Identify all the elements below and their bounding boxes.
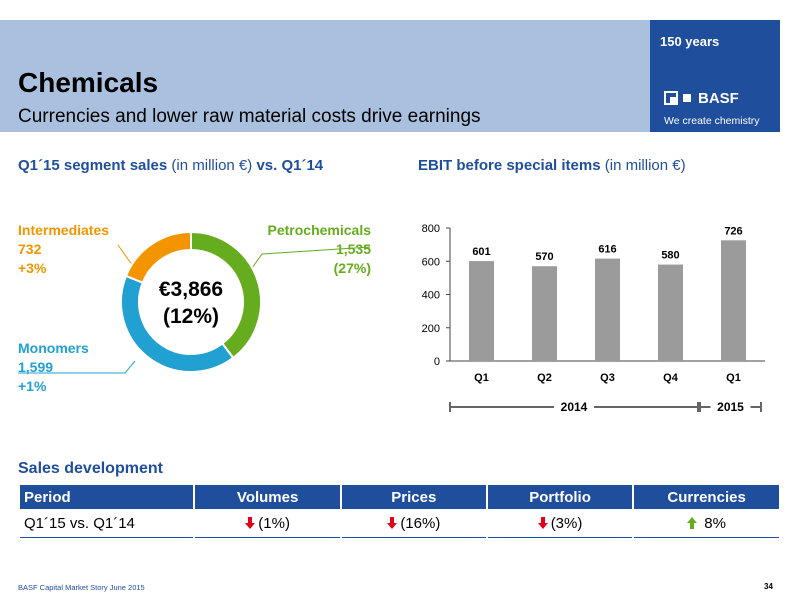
x-tick-label: Q4 [663, 372, 679, 384]
donut-slice-intermediates [124, 231, 192, 284]
col-portfolio: Portfolio [487, 485, 633, 509]
y-tick-label: 400 [422, 290, 440, 302]
header-band [0, 20, 650, 132]
y-tick-label: 200 [422, 323, 440, 335]
segment-label-monomers: Monomers 1,599 +1% [18, 339, 89, 396]
ebit-heading: EBIT before special items (in million €) [418, 157, 686, 174]
bar-q1-4 [721, 240, 746, 361]
cell-period: Q1´15 vs. Q1´14 [20, 509, 194, 538]
segment-donut-chart [120, 231, 262, 373]
cell-portfolio: (3%) [487, 509, 633, 538]
segment-name: Intermediates [18, 222, 110, 238]
data-label: 570 [535, 251, 553, 263]
page-title: Chemicals [18, 67, 159, 98]
brand-tagline: We create chemistry [664, 115, 760, 127]
col-currencies: Currencies [634, 485, 779, 509]
bar-q2-1 [532, 266, 557, 361]
y-tick-label: 600 [422, 256, 440, 268]
ebit-unit: (in million €) [600, 157, 686, 174]
year-group-label: 2015 [717, 400, 744, 414]
sales-development-heading: Sales development [18, 460, 163, 477]
segment-name: Petrochemicals [267, 222, 372, 238]
segment-value: 732 [18, 241, 42, 257]
segment-value: 1,599 [18, 359, 54, 375]
logo-square-fill-icon [670, 97, 678, 105]
table-header-row: Period Volumes Prices Portfolio Currenci… [20, 485, 779, 509]
sales-development-table: Period Volumes Prices Portfolio Currenci… [18, 485, 781, 538]
year-label-bg [554, 399, 594, 415]
bar-q3-2 [595, 258, 620, 361]
portfolio-value: (3%) [550, 514, 583, 532]
segment-change: +1% [18, 378, 47, 394]
data-label: 616 [598, 244, 616, 256]
col-period: Period [20, 485, 194, 509]
segment-change: (27%) [333, 260, 371, 276]
cell-currencies: 8% [634, 509, 779, 538]
segment-sales-comparison: vs. Q1´14 [256, 157, 324, 174]
anniversary-label: 150 years [660, 34, 720, 49]
arrow-down-icon [245, 516, 256, 529]
x-tick-label: Q3 [600, 372, 615, 384]
segment-label-intermediates: Intermediates 732 +3% [18, 221, 109, 278]
year-label-bg [710, 399, 751, 415]
segment-sales-heading: Q1´15 segment sales (in million €) vs. Q… [18, 157, 323, 174]
col-prices: Prices [341, 485, 486, 509]
data-label: 726 [724, 225, 742, 237]
y-tick-label: 0 [434, 356, 440, 368]
year-group-label: 2014 [561, 400, 588, 414]
table-row: Q1´15 vs. Q1´14 (1%) (16%) (3%) 8% [20, 509, 779, 538]
col-volumes: Volumes [195, 485, 340, 509]
cell-volumes: (1%) [195, 509, 340, 538]
currencies-value: 8% [704, 514, 726, 532]
data-label: 580 [661, 250, 679, 262]
x-tick-label: Q2 [537, 372, 552, 384]
arrow-down-icon [537, 516, 548, 529]
segment-change: +3% [18, 260, 47, 276]
segment-sales-title: Q1´15 segment sales [18, 157, 168, 174]
page-number: 34 [764, 582, 773, 591]
arrow-down-icon [387, 516, 398, 529]
total-sales-value: €3,866 [158, 278, 224, 301]
cell-prices: (16%) [341, 509, 486, 538]
ebit-bar-chart: 0 200 400 600 800 601 Q1 570 Q2 616 Q3 580 Q4 726 Q1 20… [422, 223, 765, 415]
prices-value: (16%) [400, 514, 441, 532]
y-tick-label: 800 [422, 223, 440, 235]
arrow-up-icon [687, 516, 698, 529]
segment-value: 1,535 [335, 241, 371, 257]
segment-label-petrochemicals: Petrochemicals 1,535 (27%) [240, 221, 372, 278]
data-label: 601 [472, 246, 490, 258]
bar-q4-3 [658, 264, 683, 361]
ebit-title: EBIT before special items [418, 157, 601, 174]
volumes-value: (1%) [258, 514, 290, 532]
x-tick-label: Q1 [474, 372, 489, 384]
donut-center: €3,866 (12%) [120, 276, 262, 330]
page-subtitle: Currencies and lower raw material costs … [18, 106, 481, 127]
total-sales-change: (12%) [162, 305, 220, 328]
segment-name: Monomers [18, 340, 89, 356]
footer-text: BASF Capital Market Story June 2015 [18, 583, 145, 592]
x-tick-label: Q1 [726, 372, 741, 384]
segment-sales-unit: (in million €) [167, 157, 257, 174]
bar-q1-0 [469, 261, 494, 361]
brand-box: 150 years BASF We create chemistry [650, 20, 780, 132]
logo-square-small-icon [683, 94, 691, 102]
logo-text: BASF [698, 90, 739, 107]
